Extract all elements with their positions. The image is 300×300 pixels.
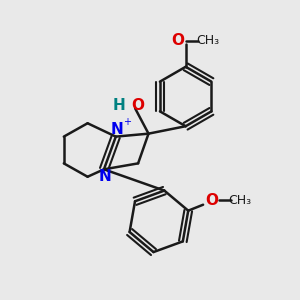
Text: +: + bbox=[123, 117, 131, 128]
Text: N: N bbox=[99, 169, 112, 184]
Text: CH₃: CH₃ bbox=[229, 194, 252, 207]
Text: N: N bbox=[111, 122, 124, 137]
Text: O: O bbox=[172, 33, 185, 48]
Text: O: O bbox=[206, 193, 218, 208]
Text: CH₃: CH₃ bbox=[196, 34, 220, 47]
Text: O: O bbox=[131, 98, 144, 113]
Text: H: H bbox=[112, 98, 125, 113]
